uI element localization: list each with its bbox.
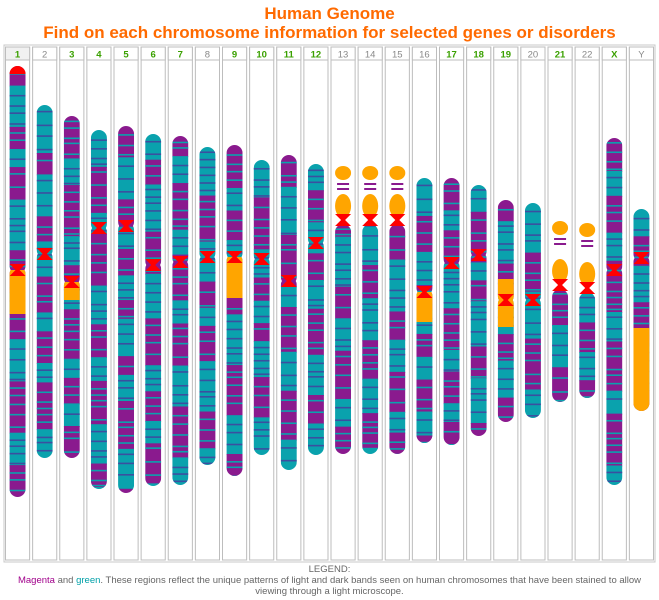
chromosome-y[interactable]: Y (628, 46, 654, 561)
centromere (579, 282, 596, 294)
karyotype-chart: 1 2 3 4 5 6 7 8 9 10 11 12 13 14 15 16 17 18 19 20 21 22 X Y (3, 44, 656, 563)
chromosome-7[interactable]: 7 (167, 46, 193, 561)
centromere (307, 237, 324, 249)
centromere (389, 214, 406, 226)
chromosome-1[interactable]: 1 (5, 46, 31, 561)
chromosome-label: 18 (473, 50, 484, 61)
chromosome-label: 2 (42, 50, 47, 61)
chromosome-label: 12 (311, 50, 322, 61)
chromosome-16[interactable]: 16 (411, 46, 437, 561)
chromosome-label: 16 (419, 50, 430, 61)
chromosome-2[interactable]: 2 (32, 46, 58, 561)
legend-magenta-label: Magenta (17, 575, 55, 586)
centromere (36, 248, 53, 260)
chromosome-label: 13 (338, 50, 349, 61)
chromosome-label: 21 (555, 50, 566, 61)
satellite (389, 166, 406, 180)
chromosome-5[interactable]: 5 (113, 46, 139, 561)
legend: LEGEND: Magenta and green. These regions… (4, 564, 655, 597)
chromosome-14[interactable]: 14 (357, 46, 383, 561)
satellite (335, 166, 352, 180)
chromosome-label: 7 (178, 50, 183, 61)
chromosome-22[interactable]: 22 (574, 46, 600, 561)
centromere (226, 251, 243, 263)
chromosome-17[interactable]: 17 (439, 46, 465, 561)
chromosome-4[interactable]: 4 (86, 46, 112, 561)
centromere (470, 249, 487, 261)
chromosome-label: 4 (96, 50, 102, 61)
centromere (172, 256, 189, 268)
satellite (579, 223, 596, 237)
satellite (552, 221, 569, 235)
chromosome-label: 14 (365, 50, 376, 61)
chromosome-label: Y (638, 50, 645, 61)
stalk (389, 194, 406, 218)
centromere (9, 264, 26, 276)
stalk (552, 259, 569, 283)
centromere (253, 253, 270, 265)
chromosome-label: 15 (392, 50, 403, 61)
centromere (497, 294, 514, 306)
chromosome-label: 3 (69, 50, 74, 61)
diagram-frame (3, 44, 656, 563)
chromosome-18[interactable]: 18 (466, 46, 492, 561)
centromere (633, 252, 650, 264)
centromere (90, 222, 107, 234)
legend-green-label: green (76, 575, 101, 586)
legend-and: and (54, 575, 77, 586)
stalk (579, 262, 596, 286)
chromosome-12[interactable]: 12 (303, 46, 329, 561)
chromosome-label: 6 (151, 50, 156, 61)
chromosome-label: 19 (501, 50, 512, 61)
centromere (552, 279, 569, 291)
chromosome-9[interactable]: 9 (222, 46, 248, 561)
chromosome-label: X (611, 50, 618, 61)
chromosome-label: 9 (232, 50, 237, 61)
centromere (199, 251, 216, 263)
chromosome-10[interactable]: 10 (249, 46, 275, 561)
chromosome-6[interactable]: 6 (140, 46, 166, 561)
chromosome-label: 11 (284, 50, 295, 61)
page-title: Human Genome (264, 4, 395, 23)
stalk (335, 194, 352, 218)
chromosome-label: 17 (446, 50, 457, 61)
centromere (524, 294, 541, 306)
chromosome-21[interactable]: 21 (547, 46, 573, 561)
centromere (362, 214, 379, 226)
centromere (63, 276, 80, 288)
legend-heading: LEGEND: (308, 564, 351, 575)
centromere (443, 257, 460, 269)
stalk (362, 194, 379, 218)
centromere (118, 220, 135, 232)
chromosome-label: 22 (582, 50, 593, 61)
chromosome-label: 8 (205, 50, 210, 61)
satellite (362, 166, 379, 180)
chromosome-x[interactable]: X (601, 46, 627, 561)
chromosome-20[interactable]: 20 (520, 46, 546, 561)
centromere (606, 264, 623, 276)
chromosome-11[interactable]: 11 (276, 46, 302, 561)
page-subtitle: Find on each chromosome information for … (43, 23, 616, 42)
centromere (280, 275, 297, 287)
chromosome-19[interactable]: 19 (493, 46, 519, 561)
chromosome-8[interactable]: 8 (194, 46, 220, 561)
centromere (145, 259, 162, 271)
legend-description: . These regions reflect the unique patte… (100, 575, 642, 597)
chromosome-13[interactable]: 13 (330, 46, 356, 561)
centromere (416, 286, 433, 298)
legend-text: Magenta and green. These regions reflect… (4, 575, 655, 597)
centromere (335, 214, 352, 226)
chromosome-label: 20 (528, 50, 539, 61)
chromosome-label: 1 (15, 50, 21, 61)
chromosome-3[interactable]: 3 (59, 46, 85, 561)
chromosome-label: 10 (256, 50, 267, 61)
chromosome-15[interactable]: 15 (384, 46, 410, 561)
chromosome-label: 5 (123, 50, 129, 61)
